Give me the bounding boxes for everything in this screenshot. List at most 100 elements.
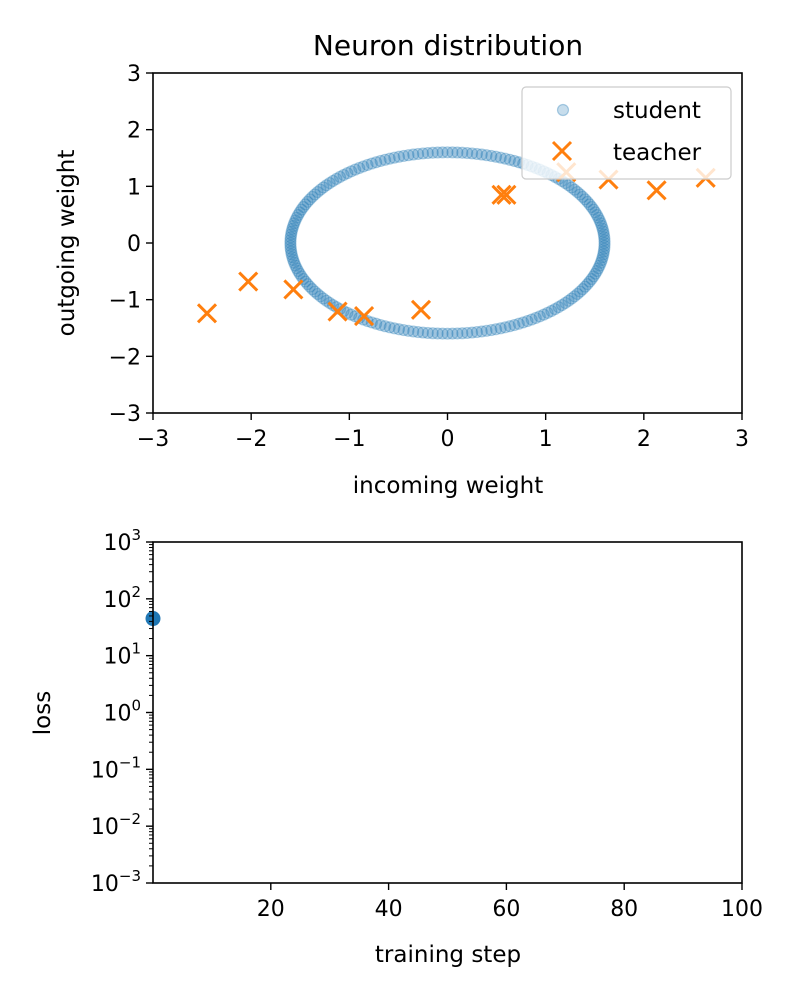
- student-point: [596, 251, 609, 264]
- student-point: [284, 242, 297, 255]
- student-point: [330, 172, 343, 185]
- bottom-y-tick-label: 10−2: [91, 810, 141, 840]
- bottom-y-tick-label: 100: [103, 697, 141, 727]
- teacher-point: [196, 303, 218, 324]
- teacher-point: [327, 301, 348, 322]
- student-point: [292, 264, 305, 278]
- student-point: [508, 154, 521, 168]
- student-point: [289, 214, 302, 227]
- bottom-y-axis-label: loss: [30, 691, 56, 735]
- student-point: [485, 149, 498, 163]
- student-point: [595, 219, 608, 233]
- student-point: [426, 146, 439, 159]
- student-point: [521, 314, 534, 328]
- student-point: [421, 146, 434, 160]
- student-point: [592, 211, 605, 224]
- student-point: [581, 195, 594, 208]
- student-point: [287, 219, 300, 233]
- student-point: [431, 146, 444, 159]
- student-point: [562, 179, 575, 192]
- bottom-y-tick-label: 103: [103, 526, 141, 556]
- student-point: [290, 262, 303, 275]
- bottom-x-tick-label: 60: [492, 897, 520, 922]
- bottom-plot-frame: [152, 541, 743, 884]
- top-y-axis-ticks: −3 −2 −1 0 1 2 3: [109, 62, 153, 427]
- student-point: [446, 327, 459, 340]
- top-x-axis-ticks: −3 −2 −1 0 1 2 3: [137, 413, 749, 452]
- student-point: [587, 203, 600, 216]
- student-point: [285, 225, 298, 238]
- bottom-x-tick-label: 100: [721, 897, 763, 922]
- teacher-point: [353, 306, 375, 327]
- bottom-y-tick-label: 10−1: [91, 753, 141, 783]
- top-y-axis-label: outgoing weight: [54, 150, 80, 337]
- student-point: [465, 147, 479, 160]
- bottom-x-tick-label: 20: [257, 897, 285, 922]
- student-point: [456, 327, 469, 340]
- student-point: [461, 146, 474, 160]
- student-point: [446, 146, 459, 159]
- student-point: [287, 253, 300, 267]
- student-point: [503, 153, 516, 166]
- bottom-x-tick-label: 40: [375, 897, 403, 922]
- student-point: [595, 253, 608, 267]
- student-point: [416, 326, 430, 339]
- teacher-point: [646, 180, 667, 201]
- student-point: [345, 308, 358, 321]
- student-point: [555, 298, 569, 312]
- bottom-y-tick-label: 10−3: [91, 867, 141, 897]
- student-point: [480, 149, 493, 162]
- top-x-tick-label: 0: [441, 427, 455, 452]
- student-point: [480, 324, 493, 337]
- student-point: [590, 208, 603, 222]
- student-point: [337, 168, 350, 182]
- student-point: [565, 292, 578, 305]
- student-point: [293, 206, 306, 219]
- student-point: [576, 190, 589, 203]
- student-point: [571, 185, 584, 199]
- bottom-y-tick-label: 101: [103, 640, 141, 670]
- student-series: [284, 146, 611, 340]
- student-point: [284, 236, 297, 250]
- top-y-tick-label: −1: [109, 289, 141, 314]
- top-x-tick-label: 1: [539, 427, 553, 452]
- student-point: [562, 294, 575, 307]
- student-point: [317, 181, 330, 194]
- student-point: [598, 234, 611, 247]
- student-point: [451, 146, 464, 159]
- student-point: [598, 239, 611, 252]
- student-point: [559, 296, 572, 310]
- student-point: [379, 320, 392, 333]
- student-point: [592, 262, 605, 275]
- student-point: [597, 228, 610, 241]
- student-point: [541, 306, 554, 319]
- student-point: [407, 325, 420, 338]
- student-point: [503, 320, 516, 333]
- student-point: [374, 318, 387, 332]
- student-point: [402, 149, 415, 162]
- teacher-point: [410, 299, 432, 320]
- student-point: [383, 321, 396, 334]
- chart-title: Neuron distribution: [313, 29, 583, 62]
- student-point: [451, 327, 464, 340]
- student-point: [284, 239, 297, 252]
- legend: student teacher: [521, 86, 732, 180]
- student-point: [411, 325, 425, 339]
- top-y-tick-label: 3: [127, 62, 141, 87]
- student-point: [311, 287, 324, 301]
- student-point: [341, 306, 354, 319]
- bottom-x-tick-label: 80: [610, 897, 638, 922]
- student-point: [596, 222, 609, 235]
- student-point: [411, 147, 425, 161]
- student-point: [508, 318, 521, 332]
- student-point: [301, 195, 314, 208]
- student-point: [361, 158, 374, 172]
- student-point: [533, 310, 546, 323]
- top-y-tick-label: −2: [109, 345, 141, 370]
- student-point: [341, 167, 354, 180]
- bottom-x-axis-label: training step: [375, 942, 521, 968]
- teacher-point: [491, 184, 512, 205]
- student-point: [517, 316, 530, 329]
- student-point: [512, 317, 525, 330]
- teacher-point: [283, 279, 304, 300]
